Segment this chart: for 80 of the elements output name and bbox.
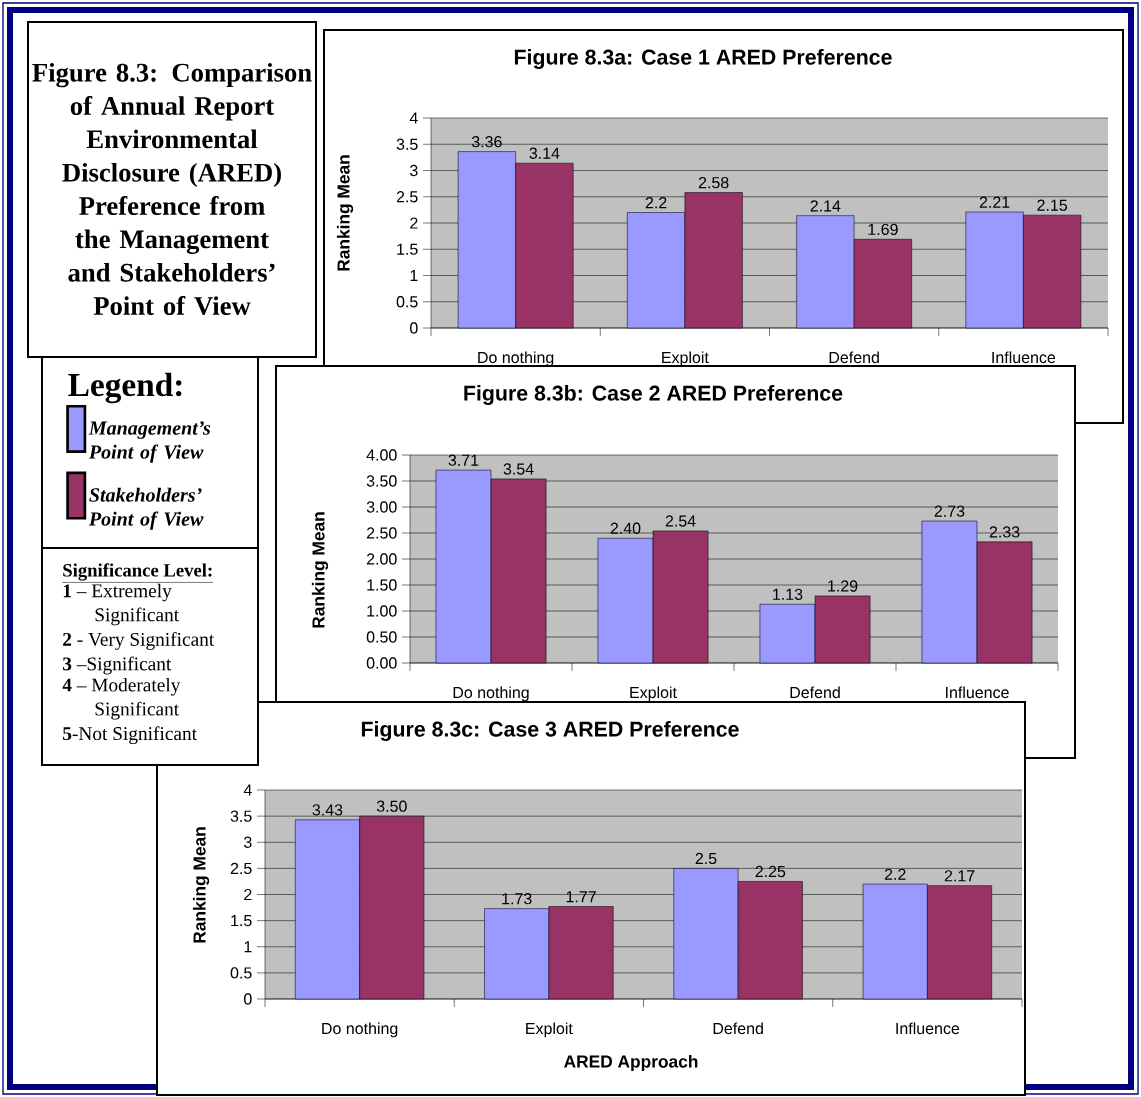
data-label: 1.29 — [828, 580, 858, 592]
y-tick-label: 1 — [244, 941, 252, 953]
y-tick-label: 4.00 — [366, 449, 397, 461]
y-tick-label: 1.50 — [367, 579, 397, 591]
y-tick-label: 2.00 — [366, 553, 397, 565]
data-label: 2.54 — [665, 515, 696, 527]
x-axis-title: ARED Approach — [564, 1054, 698, 1072]
legend-title: Legend: — [68, 372, 182, 404]
y-axis-title: Ranking Mean — [336, 155, 354, 271]
data-label: 2.2 — [645, 197, 667, 209]
y-tick-label: 1.5 — [397, 243, 418, 255]
text: Figure 8.3: Comparison of Annual Report Environmental Disclosure (ARED) Preference from the Management and Stakeholders’ Point of View — [32, 62, 312, 316]
data-label: 1.69 — [868, 223, 898, 236]
y-tick-label: 3 — [410, 164, 418, 177]
x-tick-label: Defend — [790, 686, 840, 699]
y-tick-label: 2 — [244, 888, 252, 901]
y-tick-label: 2.50 — [366, 527, 397, 539]
x-tick-label: Do nothing — [453, 686, 529, 702]
data-label: 2.5 — [695, 852, 717, 865]
y-tick-label: 2.5 — [396, 191, 418, 203]
y-tick-label: 2.5 — [230, 862, 252, 875]
chart-title: Figure 8.3b: Case 2 ARED Preference — [464, 385, 843, 405]
x-tick-label: Defend — [713, 1022, 763, 1035]
data-label: 3.71 — [448, 454, 479, 466]
text: 3 –Significant — [63, 656, 172, 675]
data-label: 2.40 — [610, 522, 641, 534]
y-tick-label: 3.00 — [366, 501, 397, 513]
data-label: 2.15 — [1037, 199, 1068, 211]
data-label: 2.17 — [944, 870, 975, 882]
data-label: 2.73 — [934, 505, 965, 517]
y-tick-label: 0.00 — [366, 657, 397, 669]
x-tick-label: Influence — [946, 686, 1009, 699]
y-tick-label: 0 — [244, 993, 252, 1005]
y-tick-label: 3.5 — [396, 138, 418, 150]
y-tick-label: 1 — [410, 270, 418, 282]
data-label: 2.14 — [810, 200, 841, 212]
legend-label: Management’s Point of View — [88, 421, 211, 463]
text: 4 – Moderately Significant — [62, 677, 181, 720]
y-tick-label: 3.50 — [366, 475, 397, 487]
data-label: 2.33 — [989, 526, 1020, 538]
data-label: 3.14 — [529, 147, 560, 159]
y-tick-label: 3.5 — [230, 810, 252, 822]
data-label: 3.36 — [471, 136, 502, 148]
data-label: 3.43 — [312, 804, 343, 816]
y-tick-label: 0.5 — [396, 296, 418, 308]
y-tick-label: 1.5 — [231, 915, 252, 927]
data-label: 1.13 — [773, 588, 803, 600]
x-tick-label: Exploit — [662, 351, 709, 367]
y-tick-label: 0 — [410, 322, 418, 334]
x-tick-label: Defend — [829, 351, 879, 364]
legend-label: Stakeholders’ Point of View — [88, 487, 204, 530]
x-tick-label: Exploit — [526, 1022, 573, 1038]
data-label: 1.77 — [566, 891, 596, 903]
text: 5-Not Significant — [63, 726, 197, 745]
data-label: 2.2 — [884, 868, 906, 880]
x-tick-label: Influence — [992, 351, 1056, 364]
data-label: 3.50 — [376, 800, 407, 812]
y-tick-label: 3 — [244, 836, 252, 848]
text: Significance Level: — [63, 563, 212, 581]
y-tick-label: 2 — [410, 217, 418, 229]
x-tick-label: Exploit — [630, 686, 677, 702]
data-label: 3.54 — [503, 463, 534, 475]
y-tick-label: 4 — [243, 784, 252, 796]
data-label: 2.25 — [755, 865, 786, 878]
y-axis-title: Ranking Mean — [192, 827, 210, 943]
chart-title: Figure 8.3a: Case 1 ARED Preference — [514, 49, 892, 69]
y-axis-title: Ranking Mean — [311, 512, 329, 628]
data-label: 2.21 — [979, 196, 1010, 208]
text: 2 - Very Significant — [63, 632, 215, 650]
y-tick-label: 4 — [409, 112, 418, 124]
data-label: 2.58 — [698, 176, 729, 189]
y-tick-label: 0.5 — [230, 967, 252, 979]
chart-title: Figure 8.3c: Case 3 ARED Preference — [361, 721, 739, 742]
data-label: 1.73 — [502, 893, 532, 905]
y-tick-label: 1.00 — [367, 605, 397, 617]
x-tick-label: Do nothing — [478, 351, 554, 367]
x-tick-label: Do nothing — [322, 1022, 398, 1038]
x-tick-label: Influence — [896, 1022, 960, 1035]
text: 1 – Extremely Significant — [63, 583, 180, 626]
y-tick-label: 0.50 — [366, 631, 397, 643]
